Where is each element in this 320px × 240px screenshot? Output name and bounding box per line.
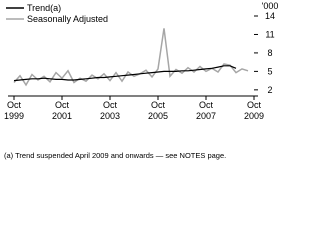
y-tick-label: 5 [267, 66, 272, 76]
series-line [13, 28, 249, 87]
legend-label: Seasonally Adjusted [27, 14, 108, 24]
chart: '000 (a) Trend suspended April 2009 and … [4, 1, 279, 160]
x-tick-label: Oct [103, 100, 118, 110]
x-tick-label: Oct [55, 100, 70, 110]
y-tick-label: 2 [267, 85, 272, 95]
x-tick-label: 2005 [148, 111, 168, 121]
x-tick-label: 1999 [4, 111, 24, 121]
y-tick-label: 8 [267, 48, 272, 58]
x-tick-label: Oct [247, 100, 262, 110]
x-tick-label: 2003 [100, 111, 120, 121]
y-tick-label: 11 [265, 29, 274, 39]
y-tick-label: 14 [265, 11, 275, 21]
x-tick-label: Oct [199, 100, 214, 110]
x-tick-label: Oct [7, 100, 22, 110]
y-unit-label: '000 [262, 1, 279, 11]
legend-label: Trend(a) [27, 3, 61, 13]
x-tick-label: Oct [151, 100, 166, 110]
x-tick-label: 2007 [196, 111, 216, 121]
x-tick-label: 2009 [244, 111, 264, 121]
series-line [13, 65, 237, 82]
footnote: (a) Trend suspended April 2009 and onwar… [4, 151, 226, 160]
x-tick-label: 2001 [52, 111, 72, 121]
